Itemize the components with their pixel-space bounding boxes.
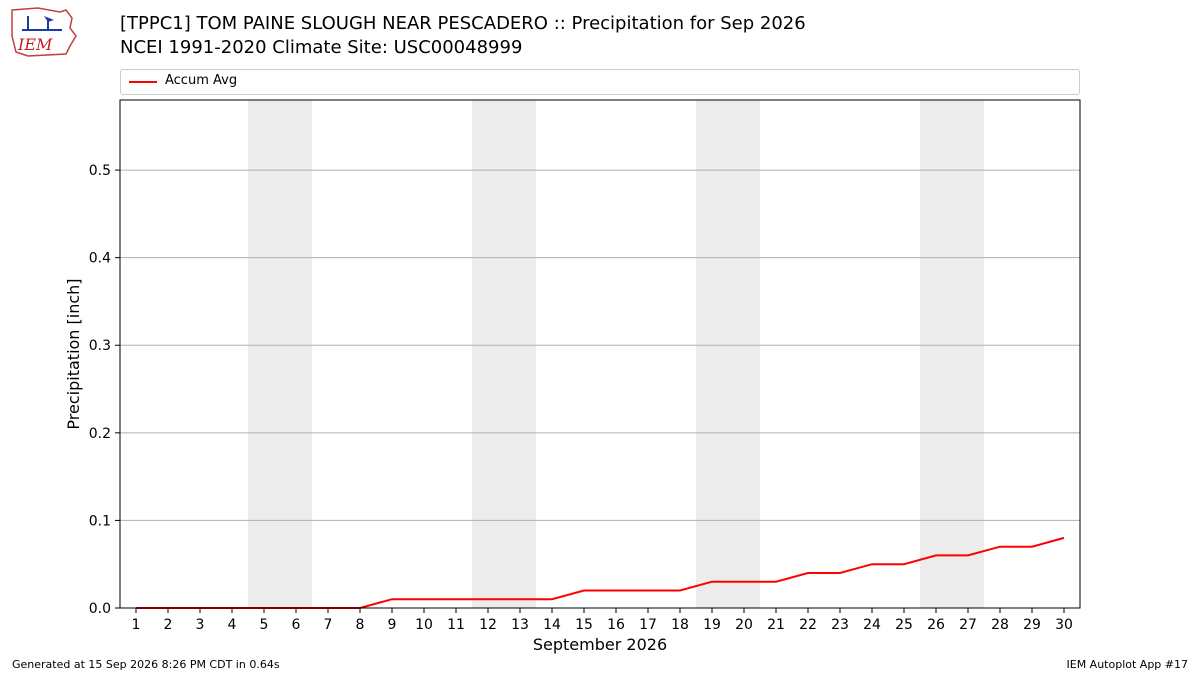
x-tick-label: 22 [799,617,817,633]
y-tick-label: 0.5 [89,163,111,179]
x-tick-label: 12 [479,617,497,633]
x-tick-label: 21 [767,617,785,633]
x-tick-label: 1 [132,617,141,633]
iem-logo: IEM [11,7,77,57]
x-tick-label: 15 [575,617,593,633]
x-tick-label: 20 [735,617,753,633]
x-tick-label: 2 [164,617,173,633]
chart-subtitle: NCEI 1991-2020 Climate Site: USC00048999 [120,37,523,58]
x-tick-label: 9 [388,617,397,633]
y-tick-label: 0.2 [89,426,111,442]
x-tick-label: 5 [260,617,269,633]
x-tick-label: 11 [447,617,465,633]
weekend-band [920,100,984,608]
x-tick-label: 24 [863,617,881,633]
x-tick-label: 10 [415,617,433,633]
x-tick-label: 7 [324,617,333,633]
x-tick-label: 19 [703,617,721,633]
logo-text: IEM [17,35,53,54]
chart-title: [TPPC1] TOM PAINE SLOUGH NEAR PESCADERO … [120,13,806,34]
x-tick-label: 25 [895,617,913,633]
footer-app-id: IEM Autoplot App #17 [1066,658,1189,671]
x-tick-label: 3 [196,617,205,633]
y-tick-label: 0.1 [89,513,111,529]
weekend-band [472,100,536,608]
legend-label: Accum Avg [165,73,238,88]
x-tick-label: 30 [1055,617,1073,633]
x-tick-label: 28 [991,617,1009,633]
x-tick-label: 13 [511,617,529,633]
y-tick-label: 0.0 [89,601,111,617]
legend: Accum Avg [120,69,1080,95]
weekend-band [248,100,312,608]
x-tick-label: 16 [607,617,625,633]
x-tick-label: 4 [228,617,237,633]
x-tick-label: 14 [543,617,561,633]
x-tick-label: 6 [292,617,301,633]
x-tick-label: 27 [959,617,977,633]
plot-frame [119,99,1081,609]
footer-generated: Generated at 15 Sep 2026 8:26 PM CDT in … [12,658,280,671]
legend-swatch [129,81,157,83]
x-tick-label: 8 [356,617,365,633]
x-axis-label: September 2026 [533,635,667,654]
x-tick-label: 17 [639,617,657,633]
x-tick-label: 18 [671,617,689,633]
y-tick-label: 0.4 [89,251,111,267]
x-tick-label: 29 [1023,617,1041,633]
y-axis-label: Precipitation [inch] [64,278,83,429]
weekend-band [696,100,760,608]
x-tick-label: 23 [831,617,849,633]
y-tick-label: 0.3 [89,338,111,354]
x-tick-label: 26 [927,617,945,633]
